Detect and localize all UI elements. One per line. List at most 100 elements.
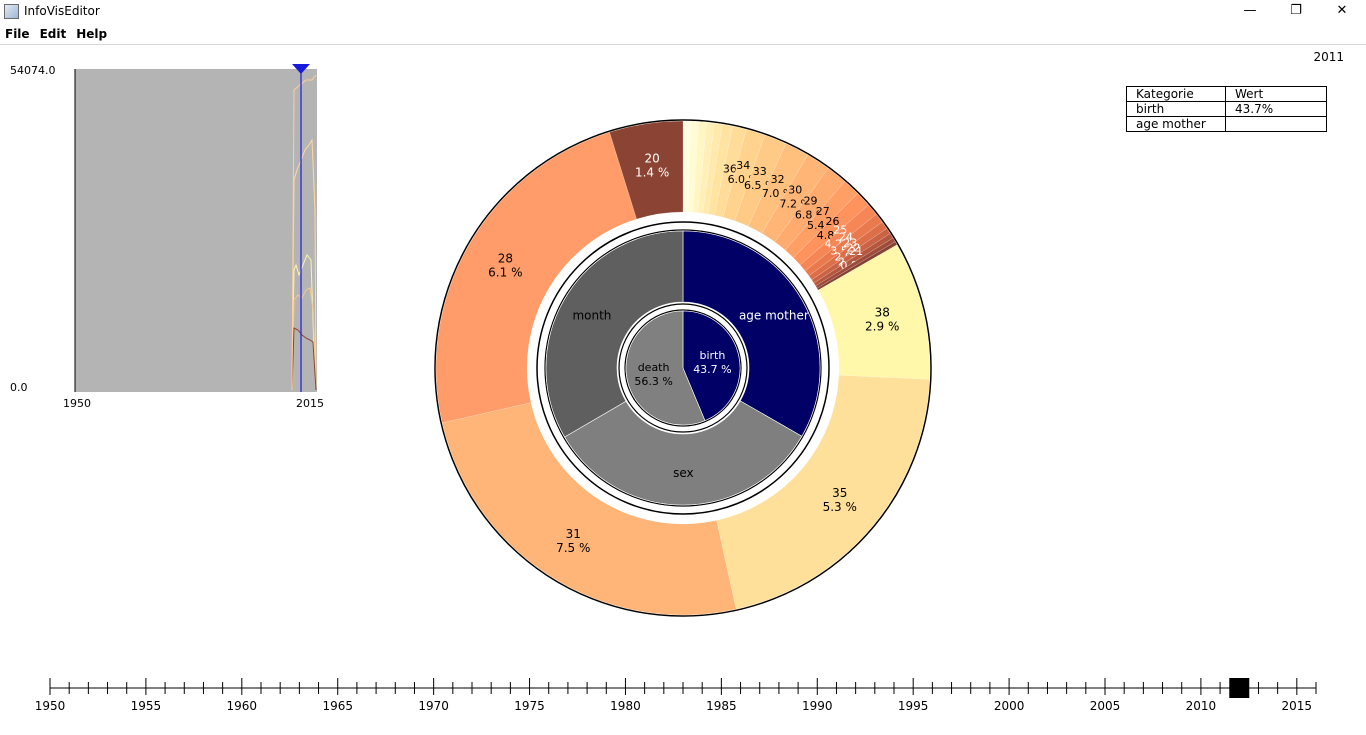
- menu-file[interactable]: File: [5, 27, 30, 41]
- menu-help[interactable]: Help: [76, 27, 108, 41]
- age-segment[interactable]: [761, 154, 829, 243]
- age-segment[interactable]: [435, 131, 637, 424]
- menu-bar: File Edit Help: [0, 24, 1366, 45]
- timeline-tick-label: 1990: [802, 699, 833, 713]
- age-segment[interactable]: [707, 123, 733, 216]
- segment-value-label: 5.3 %: [823, 500, 857, 514]
- segment-value-label: 7.5 %: [556, 541, 590, 555]
- age-segment[interactable]: [609, 120, 684, 220]
- event-segment-death[interactable]: [625, 310, 706, 426]
- category-segment-month[interactable]: [545, 230, 684, 438]
- minichart-series-line: [291, 287, 317, 391]
- minichart-series-line: [291, 74, 317, 391]
- segment-label: 27: [816, 205, 830, 218]
- segment-label: 38: [875, 306, 890, 320]
- minichart-x-end: 2015: [296, 397, 324, 410]
- timeline-tick-label: 2015: [1282, 699, 1313, 713]
- timeline-tick-label: 2010: [1186, 699, 1217, 713]
- current-year-label: 2011: [1313, 50, 1344, 64]
- minichart-y-max: 54074.0: [10, 64, 56, 77]
- age-segment[interactable]: [817, 244, 931, 380]
- timeline-tick-label: 1950: [35, 699, 66, 713]
- value-table: Kategorie Wert birth 43.7% age mother: [1126, 86, 1327, 132]
- age-segment[interactable]: [692, 121, 707, 213]
- segment-value-label: 56.3 %: [634, 375, 672, 388]
- table-row: birth 43.7%: [1126, 101, 1327, 117]
- segment-label: 24: [839, 231, 853, 244]
- table-row: age mother: [1126, 116, 1327, 132]
- event-segment-birth[interactable]: [682, 310, 741, 421]
- segment-label: 30: [788, 183, 802, 196]
- segment-label: 23: [843, 236, 857, 249]
- table-cell: [1225, 116, 1327, 132]
- segment-label: death: [638, 361, 670, 374]
- segment-label: 28: [498, 252, 513, 266]
- segment-value-label: 6.1 %: [488, 266, 522, 280]
- segment-value-label: 2.9 %: [865, 320, 899, 334]
- segment-label: 29: [804, 195, 818, 208]
- age-segment[interactable]: [682, 120, 692, 213]
- minichart-x-start: 1950: [63, 397, 91, 410]
- age-segment[interactable]: [441, 402, 737, 616]
- age-segment[interactable]: [816, 241, 898, 291]
- segment-label: age mother: [739, 308, 809, 322]
- minichart-plot-area: [75, 69, 317, 392]
- table-header: Kategorie: [1126, 86, 1226, 102]
- segment-label: 20: [645, 151, 660, 165]
- category-segment-age-mother[interactable]: [682, 230, 821, 437]
- maximize-button[interactable]: ❐: [1290, 3, 1302, 18]
- segment-label: 33: [753, 165, 767, 178]
- age-segment[interactable]: [804, 213, 883, 277]
- age-segment[interactable]: [722, 128, 766, 222]
- timeline-slider-thumb[interactable]: [1229, 678, 1250, 698]
- age-segment[interactable]: [687, 120, 700, 213]
- age-segment[interactable]: [702, 122, 723, 215]
- segment-value-label: 1.4 %: [635, 165, 669, 179]
- minichart-y-min: 0.0: [10, 381, 28, 394]
- segment-label: 32: [771, 173, 785, 186]
- age-segment[interactable]: [774, 167, 846, 251]
- close-button[interactable]: ✕: [1336, 3, 1348, 18]
- menu-edit[interactable]: Edit: [39, 27, 67, 41]
- segment-label: 21: [849, 245, 863, 258]
- segment-value-label: 43.7 %: [693, 363, 731, 376]
- java-app-icon: [4, 4, 19, 19]
- table-cell: 43.7%: [1225, 101, 1327, 117]
- age-segment[interactable]: [811, 228, 891, 284]
- table-header: Wert: [1225, 86, 1327, 102]
- segment-label: 35: [832, 486, 847, 500]
- year-timeline-slider[interactable]: 1950 1955 1960 1965 1970 1975 1980 1985 1990 1995…: [0, 668, 1366, 728]
- timeline-tick-label: 1955: [131, 699, 162, 713]
- table-cell: age mother: [1126, 116, 1226, 132]
- age-segment[interactable]: [815, 237, 896, 289]
- timeline-tick-label: 2000: [994, 699, 1025, 713]
- segment-label: sex: [673, 466, 694, 480]
- segment-label: 22: [847, 241, 861, 254]
- minichart-marker-handle[interactable]: [292, 64, 310, 74]
- timeline-tick-label: 1995: [898, 699, 929, 713]
- segment-label: 25: [833, 223, 847, 236]
- age-segment[interactable]: [734, 134, 787, 227]
- table-cell: birth: [1126, 101, 1226, 117]
- timeline-tick-label: 1970: [418, 699, 449, 713]
- sunburst-chart[interactable]: 36 346.0 %336.5 %327.0 %307.2 %296.8 %275…: [420, 100, 950, 630]
- window-title: InfoVisEditor: [24, 4, 100, 18]
- minichart-series-line: [291, 138, 317, 391]
- age-segment[interactable]: [784, 181, 859, 259]
- timeline-tick-label: 2005: [1090, 699, 1121, 713]
- table-header-row: Kategorie Wert: [1126, 86, 1327, 102]
- history-minichart[interactable]: [0, 60, 330, 400]
- age-segment[interactable]: [799, 204, 877, 272]
- minichart-series-line: [291, 327, 317, 391]
- segment-label: birth: [699, 349, 725, 362]
- age-segment[interactable]: [792, 192, 869, 266]
- segment-label: 26: [826, 215, 840, 228]
- minimize-button[interactable]: —: [1243, 3, 1257, 18]
- category-segment-sex[interactable]: [564, 400, 803, 506]
- age-segment[interactable]: [747, 143, 809, 234]
- timeline-tick-label: 1975: [514, 699, 545, 713]
- timeline-tick-label: 1985: [706, 699, 737, 713]
- window-titlebar: InfoVisEditor — ❐ ✕: [0, 0, 1366, 24]
- segment-label: 36: [723, 162, 737, 175]
- timeline-tick-label: 1960: [227, 699, 258, 713]
